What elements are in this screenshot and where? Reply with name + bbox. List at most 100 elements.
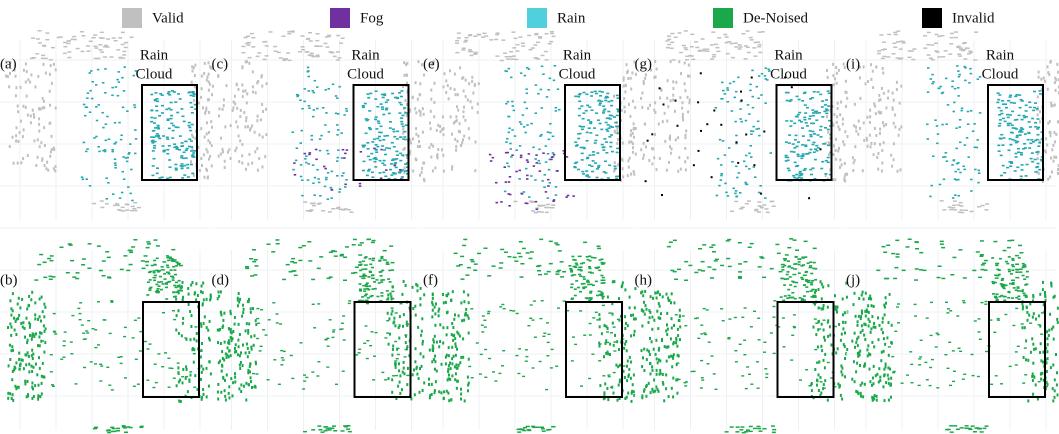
point <box>855 341 857 344</box>
point <box>676 345 678 348</box>
point <box>450 398 452 401</box>
point <box>50 260 54 262</box>
point <box>734 350 737 351</box>
point <box>958 74 961 76</box>
point <box>260 346 263 347</box>
point <box>241 315 243 318</box>
point <box>1046 143 1048 146</box>
point <box>373 148 376 150</box>
point <box>84 115 87 117</box>
point <box>720 308 723 309</box>
point <box>605 339 607 342</box>
point <box>321 431 325 433</box>
point <box>33 366 35 369</box>
point <box>133 202 137 204</box>
point <box>422 355 424 358</box>
point <box>294 275 298 277</box>
point <box>397 348 400 349</box>
point <box>187 390 189 393</box>
point <box>42 362 44 365</box>
point <box>754 55 758 57</box>
point <box>757 46 761 48</box>
point <box>931 74 934 76</box>
point <box>941 278 945 280</box>
point <box>641 309 643 312</box>
point <box>627 360 629 363</box>
point <box>792 175 795 177</box>
point <box>786 100 789 102</box>
point <box>757 318 760 319</box>
point <box>43 303 45 306</box>
point <box>658 347 660 350</box>
point <box>244 37 248 39</box>
point <box>119 197 122 199</box>
point <box>670 337 672 340</box>
point <box>546 429 550 431</box>
point <box>631 390 633 393</box>
point <box>614 161 616 164</box>
point <box>784 260 787 262</box>
point <box>635 153 637 156</box>
point <box>1018 94 1021 96</box>
point <box>20 322 22 325</box>
point <box>1037 163 1040 165</box>
point <box>818 288 820 291</box>
point <box>750 145 753 147</box>
point <box>601 280 604 282</box>
point <box>423 113 425 116</box>
point <box>602 110 605 112</box>
point <box>117 209 121 211</box>
point <box>1053 160 1055 163</box>
point <box>970 73 973 75</box>
point <box>579 310 582 311</box>
point <box>262 329 265 330</box>
point <box>447 292 449 295</box>
point <box>142 268 146 270</box>
point <box>763 428 767 430</box>
point <box>170 269 173 271</box>
point <box>267 379 270 380</box>
point <box>607 101 610 103</box>
point <box>758 266 762 268</box>
point <box>1024 133 1027 135</box>
point <box>817 346 819 349</box>
point <box>444 72 446 75</box>
point <box>111 95 114 97</box>
point <box>712 54 716 56</box>
point <box>29 81 31 84</box>
point <box>180 155 183 157</box>
point <box>667 246 671 248</box>
point <box>442 293 444 296</box>
point <box>120 139 123 141</box>
point <box>336 97 339 99</box>
point <box>404 99 406 102</box>
point <box>688 55 692 57</box>
point <box>474 83 476 86</box>
point <box>876 399 878 402</box>
point <box>1050 366 1052 369</box>
point <box>664 345 666 348</box>
point <box>221 350 223 353</box>
point <box>28 304 30 307</box>
point <box>200 290 202 293</box>
point <box>194 374 196 377</box>
point <box>667 105 669 108</box>
point <box>790 120 793 122</box>
point <box>13 162 15 165</box>
point <box>794 286 797 288</box>
point <box>252 70 254 73</box>
point <box>455 40 459 42</box>
point <box>1009 161 1012 163</box>
point <box>415 111 417 114</box>
point <box>726 87 729 89</box>
point <box>27 351 29 354</box>
point <box>232 109 234 112</box>
point <box>187 287 189 290</box>
point <box>588 300 591 302</box>
point <box>483 33 487 35</box>
point <box>196 339 198 342</box>
point <box>420 111 422 114</box>
point <box>365 284 368 286</box>
point <box>787 260 790 262</box>
point <box>551 204 555 206</box>
